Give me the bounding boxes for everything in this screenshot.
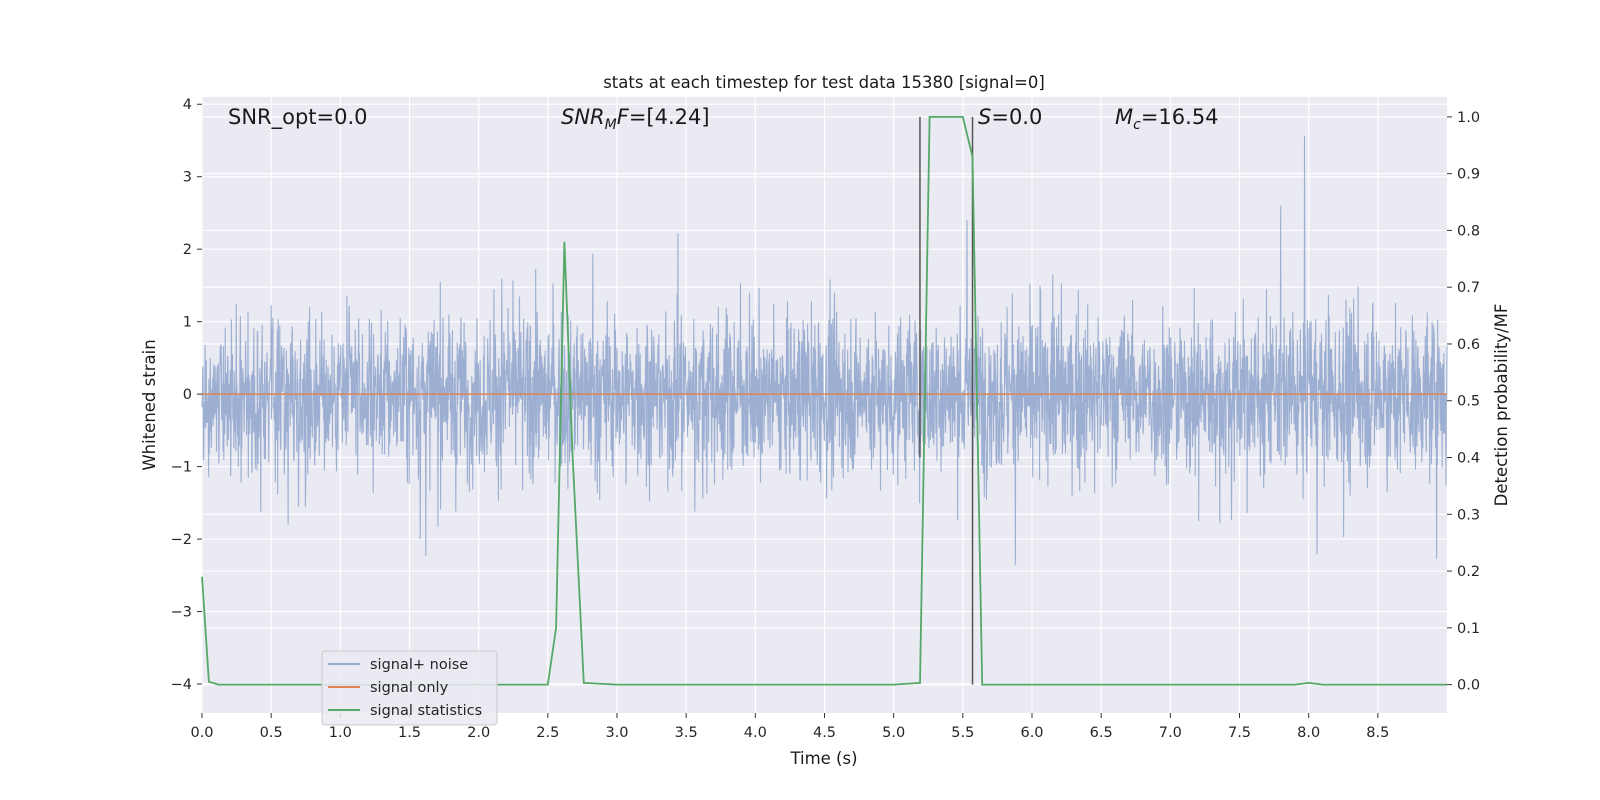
x-tick-label: 2.5 xyxy=(536,725,559,741)
x-tick-label: 5.5 xyxy=(951,725,974,741)
x-tick-label: 8.5 xyxy=(1366,725,1389,741)
y-axis-ticks: 4 3 2 1 0 −1 −2 −3 −4 xyxy=(171,97,202,693)
legend-label-signal-only: signal only xyxy=(370,680,449,696)
series-signal-noise xyxy=(201,135,1448,565)
annotation-snr-opt-value: =0.0 xyxy=(317,105,368,129)
x-tick-label: 7.0 xyxy=(1159,725,1182,741)
legend-label-signal-noise: signal+ noise xyxy=(370,657,468,673)
y-right-tick-label: 0.2 xyxy=(1457,564,1480,580)
annotation-snr-mf-value: =[4.24] xyxy=(629,105,710,129)
legend-label-signal-statistics: signal statistics xyxy=(370,703,482,719)
y-tick-label: −2 xyxy=(171,532,192,548)
x-tick-label: 8.0 xyxy=(1297,725,1320,741)
x-axis-ticks: 0.0 0.5 1.0 1.5 2.0 2.5 3.0 3.5 4.0 4.5 5.0 5.5 6.0 6… xyxy=(190,713,1389,741)
annotation-snr-mf-sub: M xyxy=(605,117,617,133)
y-tick-label: 4 xyxy=(183,97,192,113)
y-right-tick-label: 0.1 xyxy=(1457,621,1480,637)
y-right-tick-label: 0.0 xyxy=(1457,678,1480,694)
x-tick-label: 0.0 xyxy=(190,725,213,741)
y-axis-label: Whitened strain xyxy=(140,339,159,470)
y-tick-label: −3 xyxy=(171,605,192,621)
chart-title: stats at each timestep for test data 153… xyxy=(603,73,1045,92)
legend-box xyxy=(321,650,498,726)
annotation-snr-mf-tail: F xyxy=(617,105,630,129)
annotation-snr-mf-name: SNR xyxy=(561,105,605,129)
annotation-mc-name: M xyxy=(1115,105,1133,129)
x-tick-label: 4.0 xyxy=(744,725,767,741)
y-tick-label: 0 xyxy=(183,387,192,403)
y-tick-label: 2 xyxy=(183,242,192,258)
y-tick-label: 1 xyxy=(183,315,192,331)
x-tick-label: 5.0 xyxy=(882,725,905,741)
vertical-markers xyxy=(919,116,974,685)
annotation-snr-opt: SNR_opt=0.0 xyxy=(228,105,368,130)
x-tick-label: 4.5 xyxy=(813,725,836,741)
y-tick-label: −1 xyxy=(171,460,192,476)
annotation-s: S=0.0 xyxy=(978,105,1042,129)
x-tick-label: 3.0 xyxy=(605,725,628,741)
annotation-s-value: =0.0 xyxy=(991,105,1042,129)
x-tick-label: 6.0 xyxy=(1020,725,1043,741)
y-tick-label: −4 xyxy=(171,677,192,693)
annotation-snr-opt-name: SNR_opt xyxy=(228,105,317,130)
annotation-mc-sub: c xyxy=(1133,117,1141,133)
annotation-mc: Mc=16.54 xyxy=(1115,105,1219,133)
y-right-tick-label: 0.5 xyxy=(1457,394,1480,410)
annotation-mc-value: =16.54 xyxy=(1141,105,1219,129)
y-right-tick-label: 0.3 xyxy=(1457,507,1480,523)
annotation-s-name: S xyxy=(978,105,991,129)
y-right-tick-label: 0.9 xyxy=(1457,167,1480,183)
x-tick-label: 1.5 xyxy=(398,725,421,741)
y-right-tick-label: 0.6 xyxy=(1457,337,1480,353)
annotation-snr-mf: SNRMF=[4.24] xyxy=(561,105,710,133)
signal-noise-line xyxy=(201,135,1448,565)
y-right-tick-label: 0.4 xyxy=(1457,451,1480,467)
x-tick-label: 1.0 xyxy=(329,725,352,741)
x-tick-label: 3.5 xyxy=(675,725,698,741)
x-axis-label: Time (s) xyxy=(789,749,857,768)
x-tick-label: 7.5 xyxy=(1228,725,1251,741)
y-right-tick-label: 0.8 xyxy=(1457,223,1480,239)
x-tick-label: 6.5 xyxy=(1090,725,1113,741)
legend: signal+ noise signal only signal statist… xyxy=(321,650,498,726)
y-right-axis-label: Detection probability/MF xyxy=(1492,304,1511,507)
y-right-tick-label: 1.0 xyxy=(1457,110,1480,126)
x-tick-label: 0.5 xyxy=(260,725,283,741)
y-right-axis-ticks: 1.0 0.9 0.8 0.7 0.6 0.5 0.4 0.3 0.2 0.1 0.0 xyxy=(1447,110,1480,694)
y-right-tick-label: 0.7 xyxy=(1457,280,1480,296)
y-tick-label: 3 xyxy=(183,170,192,186)
x-tick-label: 2.0 xyxy=(467,725,490,741)
